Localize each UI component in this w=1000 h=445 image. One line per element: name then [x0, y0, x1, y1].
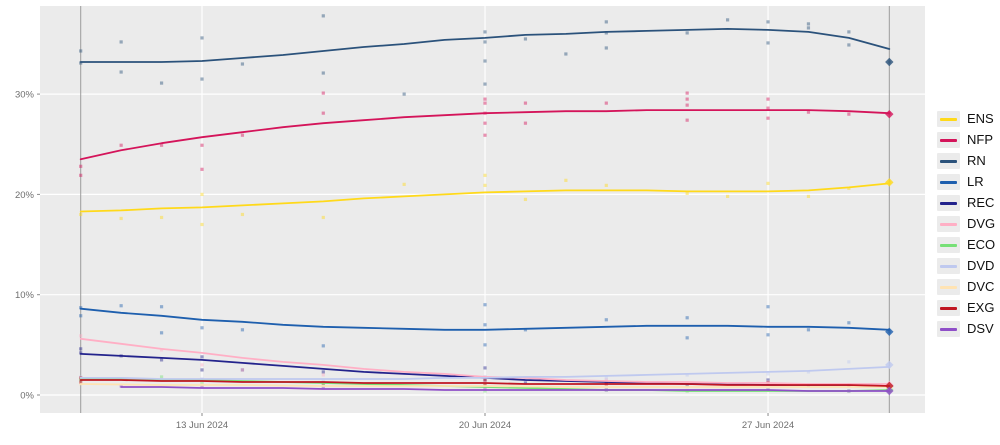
y-axis-tick-label: 30%: [15, 90, 35, 101]
series-DSV-line: [120, 386, 891, 392]
legend-item-DVD: DVD: [937, 258, 995, 274]
y-axis-tick-label: 10%: [15, 290, 35, 301]
x-axis-tick-label: 13 Jun 2024: [176, 420, 228, 431]
legend-item-LR: LR: [937, 174, 995, 190]
legend-label-ECO: ECO: [967, 237, 996, 252]
legend-label-REC: REC: [967, 195, 995, 210]
series-ECO-line: [79, 378, 891, 392]
series-DSV-last-poll-marker: [885, 386, 894, 396]
reference-lines: [80, 6, 890, 413]
series-ENS-points: [79, 173, 891, 227]
legend-swatch-REC: [940, 201, 957, 205]
series-EXG-line: [79, 379, 891, 387]
legend: ENS NFP RN LR REC DVG ECO DVD DVC EXG DSV: [937, 111, 995, 337]
legend-label-DSV: DSV: [967, 321, 994, 336]
legend-swatch-LR: [940, 180, 957, 184]
legend-key-DSV: [937, 321, 960, 337]
legend-item-NFP: NFP: [937, 132, 995, 148]
legend-swatch-NFP: [940, 138, 957, 142]
plot-panel: [40, 6, 925, 413]
series-RN-points: [79, 14, 891, 96]
legend-swatch-RN: [940, 159, 957, 163]
legend-swatch-ENS: [940, 117, 957, 121]
y-axis-tick-label: 20%: [15, 190, 35, 201]
legend-swatch-EXG: [940, 306, 957, 310]
series-DVG-line: [79, 337, 891, 385]
legend-key-LR: [937, 174, 960, 190]
legend-item-ECO: ECO: [937, 237, 995, 253]
legend-label-DVG: DVG: [967, 216, 996, 231]
legend-key-ECO: [937, 237, 960, 253]
series-ENS-line: [79, 182, 891, 213]
legend-key-DVC: [937, 279, 960, 295]
legend-key-REC: [937, 195, 960, 211]
x-axis-tick-label: 27 Jun 2024: [742, 420, 794, 431]
legend-label-NFP: NFP: [967, 132, 993, 147]
legend-label-EXG: EXG: [967, 300, 995, 315]
legend-key-EXG: [937, 300, 960, 316]
series-LR-points: [79, 303, 891, 348]
legend-key-RN: [937, 153, 960, 169]
legend-item-RN: RN: [937, 153, 995, 169]
series-NFP-last-poll-marker: [885, 109, 894, 119]
legend-key-NFP: [937, 132, 960, 148]
legend-swatch-DVD: [940, 264, 957, 268]
y-axis-tick-label: 0%: [20, 391, 34, 402]
legend-label-DVC: DVC: [967, 279, 995, 294]
legend-label-ENS: ENS: [967, 111, 994, 126]
legend-label-RN: RN: [967, 153, 986, 168]
legend-swatch-DVC: [940, 285, 957, 289]
legend-label-LR: LR: [967, 174, 984, 189]
legend-key-DVD: [937, 258, 960, 274]
series-DVD-last-poll-marker: [885, 360, 894, 370]
series-DVC-line: [79, 383, 891, 388]
series-NFP-line: [79, 109, 891, 161]
axes: 0% 10% 20% 30% 13 Jun 2024 20 Jun 2024 27 Jun …: [15, 90, 794, 431]
legend-swatch-ECO: [940, 243, 957, 247]
series-EXG-last-poll-marker: [885, 381, 894, 391]
legend-label-DVD: DVD: [967, 258, 995, 273]
legend-item-ENS: ENS: [937, 111, 995, 127]
x-axis-tick-label: 20 Jun 2024: [459, 420, 511, 431]
gridlines: [40, 6, 925, 413]
legend-swatch-DVG: [940, 222, 957, 226]
series-RN-last-poll-marker: [885, 57, 894, 67]
legend-item-DSV: DSV: [937, 321, 995, 337]
legend-item-REC: REC: [937, 195, 995, 211]
legend-key-ENS: [937, 111, 960, 127]
legend-item-DVG: DVG: [937, 216, 995, 232]
legend-key-DVG: [937, 216, 960, 232]
series-RN-line: [79, 27, 891, 63]
series-ENS-last-poll-marker: [885, 178, 894, 187]
series-LR-last-poll-marker: [885, 327, 894, 337]
legend-item-DVC: DVC: [937, 279, 995, 295]
legend-swatch-DSV: [940, 327, 957, 331]
legend-item-EXG: EXG: [937, 300, 995, 316]
series-DVD-line: [79, 365, 891, 380]
series-LR-line: [79, 307, 891, 331]
